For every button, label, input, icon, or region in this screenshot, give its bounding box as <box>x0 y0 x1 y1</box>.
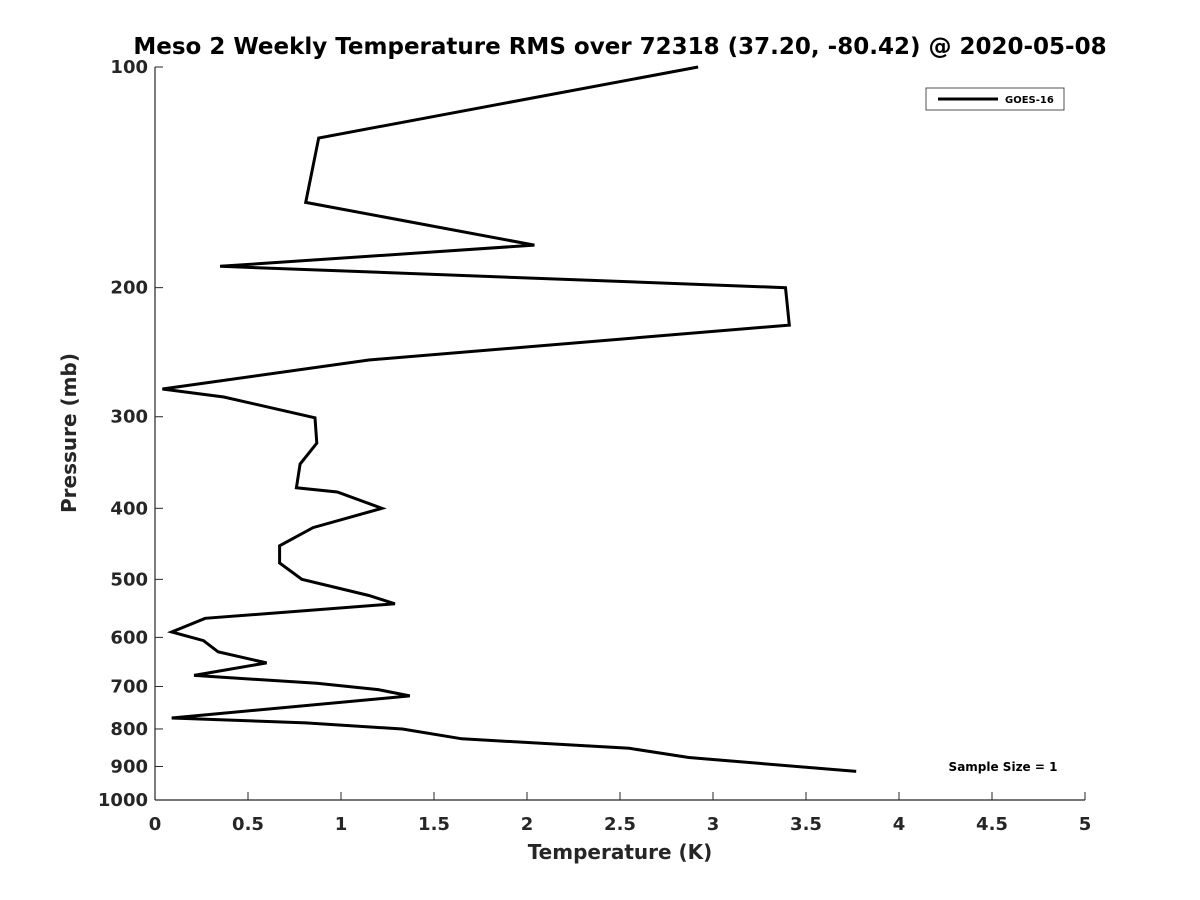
series-line-goes-16 <box>162 65 857 773</box>
y-tick-label: 500 <box>110 569 148 590</box>
x-tick-label: 4 <box>893 814 906 835</box>
sample-size-annotation: Sample Size = 1 <box>949 760 1058 774</box>
y-tick-label: 100 <box>110 57 148 78</box>
y-tick-label: 1000 <box>98 790 148 811</box>
y-axis-label: Pressure (mb) <box>57 353 81 513</box>
y-tick-label: 700 <box>110 676 148 697</box>
x-ticks: 0 0.5 1 1.5 2 2.5 3 3.5 4 4.5 5 <box>149 792 1092 835</box>
y-tick-label: 200 <box>110 278 148 299</box>
plot-area <box>154 67 1085 801</box>
chart-title: Meso 2 Weekly Temperature RMS over 72318… <box>133 34 1106 60</box>
y-tick-label: 400 <box>110 498 148 519</box>
y-tick-label: 300 <box>110 407 148 428</box>
x-tick-label: 3.5 <box>790 814 822 835</box>
x-tick-label: 0 <box>149 814 162 835</box>
legend: GOES-16 <box>925 87 1065 111</box>
x-tick-label: 1 <box>335 814 348 835</box>
x-tick-label: 5 <box>1079 814 1092 835</box>
y-tick-label: 600 <box>110 627 148 648</box>
x-tick-label: 0.5 <box>232 814 264 835</box>
y-ticks: 100 200 300 400 500 600 700 800 900 1000 <box>98 57 163 811</box>
x-tick-label: 3 <box>707 814 720 835</box>
legend-label-goes-16: GOES-16 <box>1005 95 1054 106</box>
series-layer <box>162 65 857 773</box>
y-tick-label: 800 <box>110 719 148 740</box>
x-tick-label: 1.5 <box>418 814 450 835</box>
x-axis-label: Temperature (K) <box>528 840 713 864</box>
x-tick-label: 4.5 <box>976 814 1008 835</box>
x-tick-label: 2 <box>521 814 534 835</box>
x-tick-label: 2.5 <box>604 814 636 835</box>
y-tick-label: 900 <box>110 756 148 777</box>
